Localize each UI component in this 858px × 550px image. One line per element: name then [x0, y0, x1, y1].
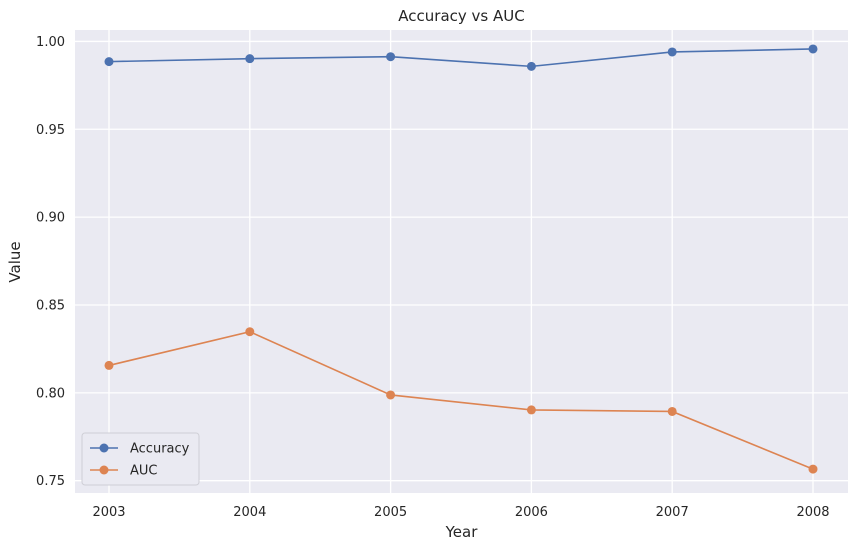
data-point-accuracy [245, 54, 255, 64]
x-tick-label: 2008 [796, 505, 829, 520]
series-layer [104, 44, 818, 474]
data-point-accuracy [667, 47, 677, 57]
data-point-auc [104, 360, 114, 370]
x-tick-label: 2004 [233, 505, 266, 520]
legend-marker-accuracy [99, 443, 109, 453]
data-point-auc [808, 464, 818, 474]
data-point-auc [386, 390, 396, 400]
data-point-auc [245, 327, 255, 337]
y-tick-label: 0.95 [36, 123, 65, 138]
series-line-accuracy [108, 48, 814, 68]
data-point-auc [526, 405, 536, 415]
legend-label-auc: AUC [130, 464, 158, 479]
y-tick-label: 1.00 [36, 35, 65, 50]
y-tick-label: 0.75 [36, 474, 65, 489]
data-point-accuracy [808, 44, 818, 54]
y-tick-labels: 0.75 0.80 0.85 0.90 0.95 1.00 [36, 35, 65, 489]
data-point-accuracy [526, 61, 536, 71]
legend-marker-auc [99, 465, 109, 475]
y-tick-label: 0.80 [36, 386, 65, 401]
legend: Accuracy AUC [81, 432, 200, 486]
data-point-accuracy [386, 52, 396, 62]
legend-box [81, 432, 200, 486]
grid-lines [75, 30, 848, 493]
chart-title: Accuracy vs AUC [398, 7, 524, 25]
data-point-accuracy [104, 57, 114, 67]
x-tick-labels: 2003 2004 2005 2006 2007 2008 [92, 505, 829, 520]
x-axis-title: Year [445, 523, 479, 541]
y-tick-label: 0.90 [36, 211, 65, 226]
data-point-auc [667, 406, 677, 416]
x-tick-label: 2003 [92, 505, 125, 520]
y-tick-label: 0.85 [36, 298, 65, 313]
series-line-auc [108, 330, 814, 470]
x-tick-label: 2007 [656, 505, 689, 520]
y-axis-title: Value [6, 241, 24, 282]
plot-area [75, 30, 848, 493]
legend-label-accuracy: Accuracy [130, 442, 190, 457]
x-tick-label: 2005 [374, 505, 407, 520]
x-tick-label: 2006 [515, 505, 548, 520]
